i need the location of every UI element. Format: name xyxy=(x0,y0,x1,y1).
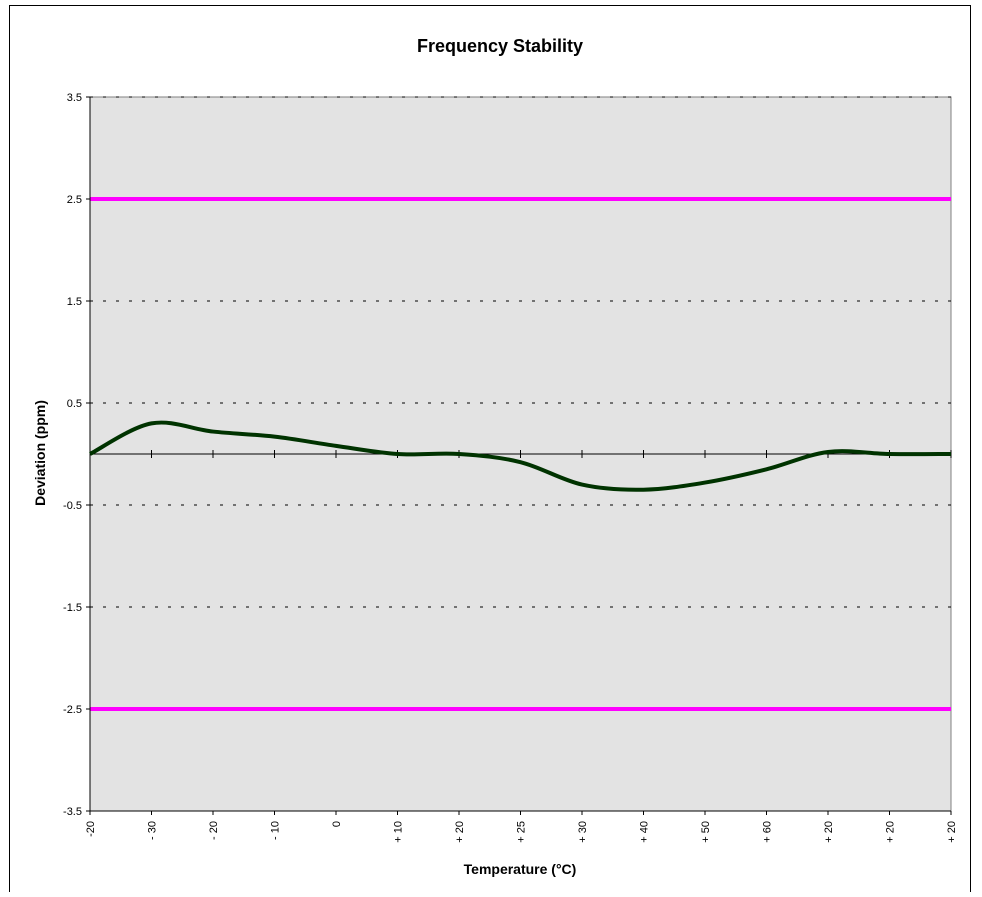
x-tick-label: + 10 xyxy=(393,821,405,843)
x-tick-label: + 40 xyxy=(639,821,651,843)
x-tick-label: + 50 xyxy=(700,821,712,843)
y-tick-label: 0.5 xyxy=(67,398,82,410)
series-line xyxy=(89,420,952,492)
x-tick-label: + 20 xyxy=(454,821,466,843)
y-tick-label: 2.5 xyxy=(67,194,82,206)
y-tick-label: -2.5 xyxy=(63,704,82,716)
y-tick-labels: 3.5 2.5 1.5 0.5 -0.5 -1.5 -2.5 -3.5 xyxy=(63,92,82,818)
chart-frame xyxy=(9,5,971,892)
x-tick-labels: -20 - 30 - 20 - 10 0 + 10 + 20 + 25 + 30 + 40 + 50… xyxy=(85,821,958,843)
x-tick-label: 0 xyxy=(331,821,343,827)
x-tick-label: - 30 xyxy=(147,821,159,840)
x-tick-label: - 10 xyxy=(270,821,282,840)
x-axis-title: Temperature (°C) xyxy=(464,861,577,877)
x-tick-label: - 20 xyxy=(208,821,220,840)
x-tick-label: + 20 xyxy=(946,821,958,843)
y-tick-label: -1.5 xyxy=(63,602,82,614)
y-tick-label: -0.5 xyxy=(63,500,82,512)
x-tick-label: + 60 xyxy=(762,821,774,843)
y-tick-label: 3.5 xyxy=(67,92,82,104)
y-axis-title: Deviation (ppm) xyxy=(32,400,48,506)
chart-title: Frequency Stability xyxy=(417,36,583,56)
limit-lines xyxy=(90,197,951,711)
x-tick-label: + 25 xyxy=(516,821,528,843)
x-tick-label: + 20 xyxy=(885,821,897,843)
y-tick-label: 1.5 xyxy=(67,296,82,308)
x-tick-label: + 30 xyxy=(577,821,589,843)
series-layer xyxy=(89,420,952,492)
x-tick-label: + 20 xyxy=(823,821,835,843)
x-tick-label: -20 xyxy=(85,821,97,837)
y-tick-label: -3.5 xyxy=(63,806,82,818)
